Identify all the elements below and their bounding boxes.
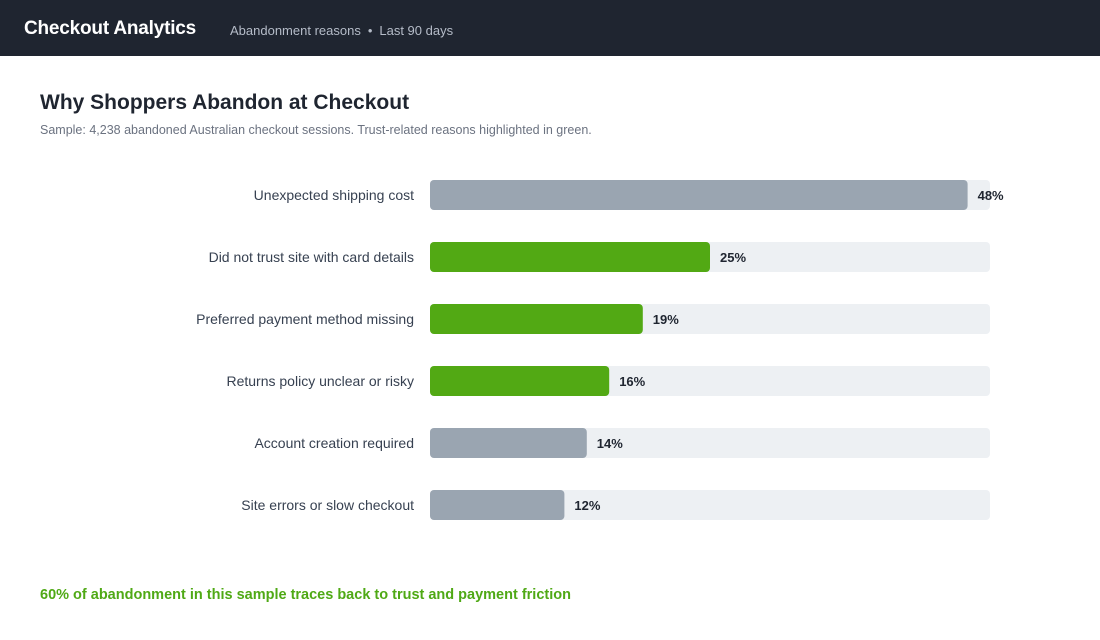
- app-title: Checkout Analytics: [24, 18, 197, 39]
- bar: [430, 428, 587, 458]
- bar: [430, 242, 710, 272]
- top-bar: Checkout Analytics Abandonment reasons • L…: [0, 0, 1100, 56]
- breadcrumb-view[interactable]: Abandonment reasons: [230, 23, 361, 38]
- value-label: 19%: [653, 312, 679, 327]
- bar: [430, 490, 565, 520]
- category-label: Site errors or slow checkout: [241, 497, 414, 513]
- bar: [430, 304, 643, 334]
- breadcrumb: Abandonment reasons • Last 90 days: [230, 23, 453, 39]
- value-label: 48%: [978, 188, 1004, 203]
- value-label: 25%: [720, 250, 746, 265]
- page-subtitle: Sample: 4,238 abandoned Australian check…: [40, 123, 592, 137]
- category-label: Unexpected shipping cost: [254, 187, 414, 203]
- breadcrumb-separator: •: [367, 23, 373, 38]
- breadcrumb-range[interactable]: Last 90 days: [379, 23, 454, 38]
- category-label: Account creation required: [254, 435, 414, 451]
- value-label: 12%: [574, 498, 600, 513]
- category-label: Returns policy unclear or risky: [226, 373, 414, 389]
- abandonment-bar-chart: Unexpected shipping cost 48% Did not trust…: [196, 180, 1004, 520]
- page-title: Why Shoppers Abandon at Checkout: [40, 91, 410, 114]
- category-label: Preferred payment method missing: [196, 311, 414, 327]
- bar-track: [430, 490, 990, 520]
- bar: [430, 366, 610, 396]
- insight-callout: 60% of abandonment in this sample traces…: [40, 587, 571, 603]
- bar: [430, 180, 968, 210]
- value-label: 16%: [619, 374, 645, 389]
- category-label: Did not trust site with card details: [209, 249, 414, 265]
- value-label: 14%: [597, 436, 623, 451]
